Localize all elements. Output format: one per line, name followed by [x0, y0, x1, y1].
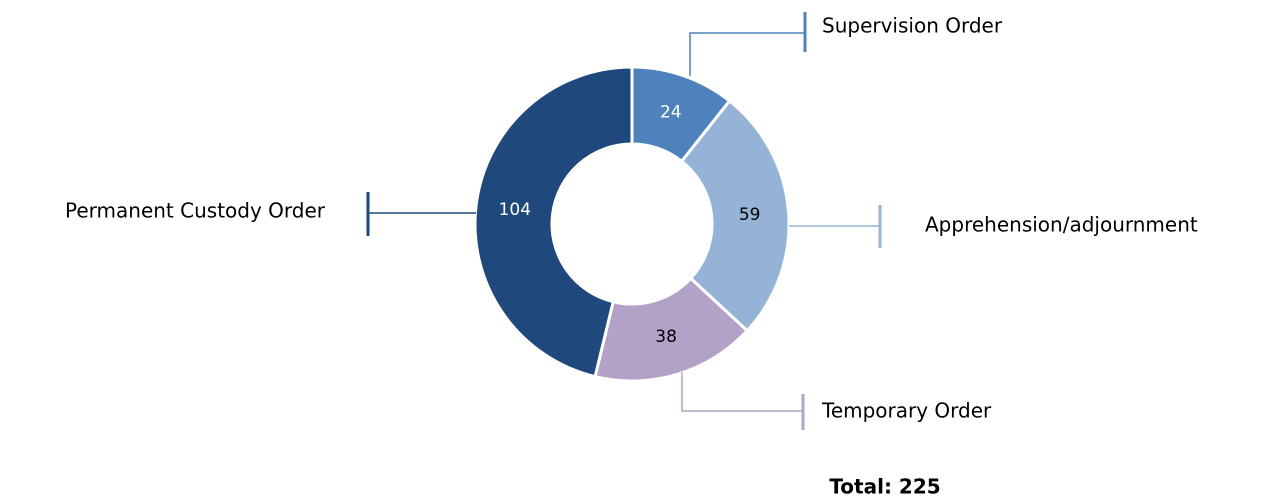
leader-line — [681, 372, 803, 412]
leader-line — [689, 32, 805, 76]
donut-slice — [679, 98, 791, 333]
category-label: Supervision Order — [822, 14, 1003, 38]
value-label: 104 — [499, 200, 531, 220]
donut-slice — [473, 65, 634, 379]
category-label: Temporary Order — [821, 399, 992, 423]
category-label: Apprehension/adjournment — [925, 213, 1198, 237]
category-label: Permanent Custody Order — [65, 199, 326, 223]
value-label: 38 — [655, 327, 677, 347]
value-label: 59 — [739, 205, 761, 225]
value-label: 24 — [660, 103, 682, 123]
total-annotation: Total: 225 — [829, 475, 940, 498]
